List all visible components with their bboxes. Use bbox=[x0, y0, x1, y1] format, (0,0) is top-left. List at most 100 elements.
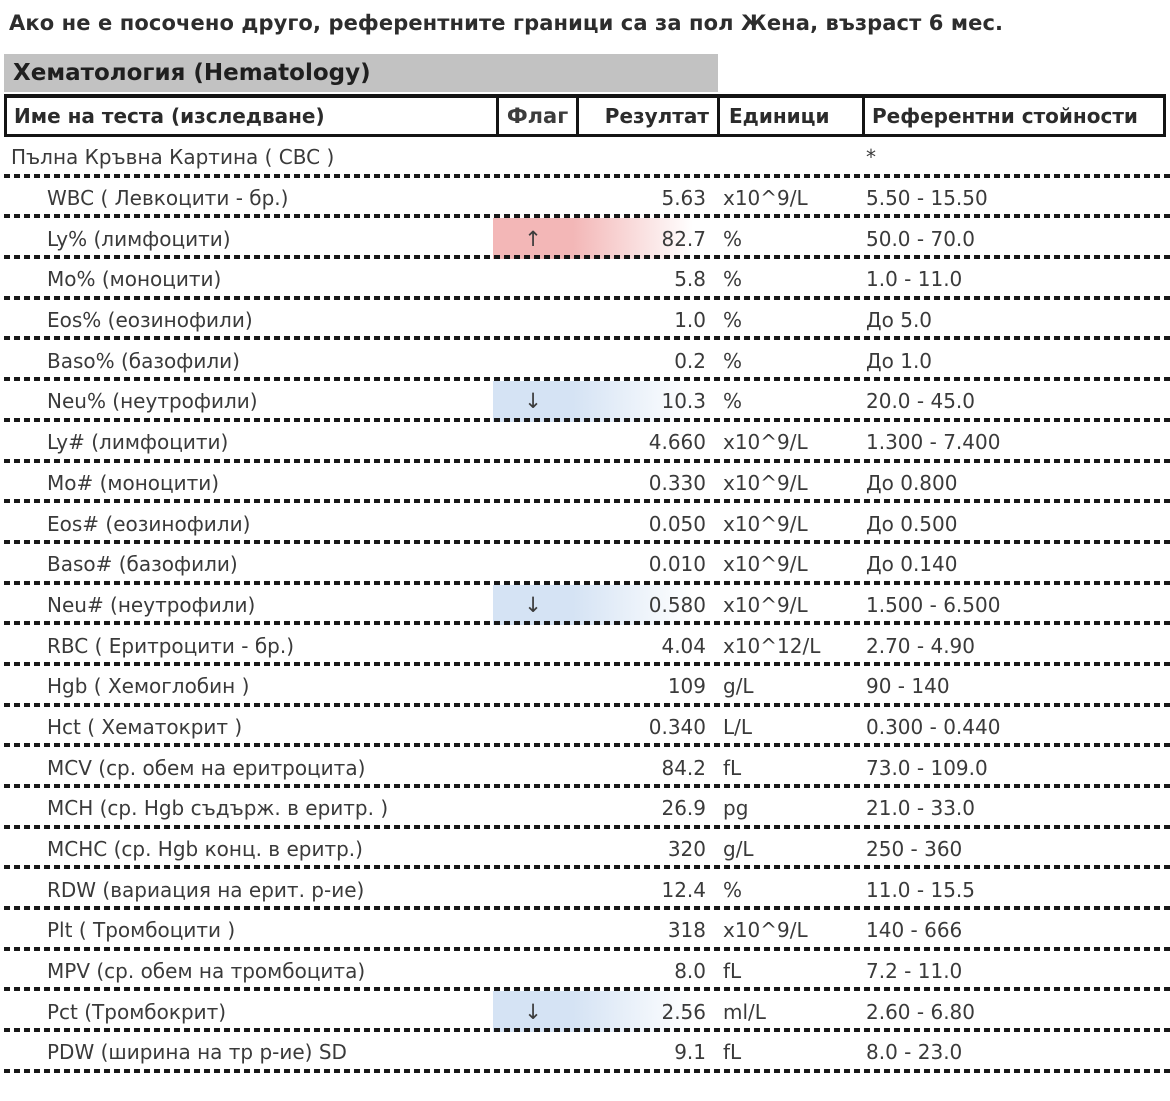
units-cell bbox=[714, 137, 859, 178]
result-cell: 0.580 bbox=[573, 584, 714, 626]
table-row: Hgb ( Хемоглобин ) 109 g/L 90 - 140 bbox=[4, 666, 1170, 707]
result-cell: 82.7 bbox=[573, 218, 714, 260]
table-body: Пълна Кръвна Картина ( CBC ) * WBC ( Лев… bbox=[4, 137, 1170, 1073]
units-cell: g/L bbox=[723, 674, 754, 699]
units-cell: L/L bbox=[723, 714, 753, 739]
table-row: Ly% (лимфоцити) ↑ 82.7 % 50.0 - 70.0 bbox=[4, 218, 1170, 260]
result-cell: 0.340 bbox=[648, 714, 706, 739]
flag-cell bbox=[493, 829, 573, 870]
result-cell: 84.2 bbox=[661, 755, 706, 780]
table-row: RDW (вариация на ерит. р-ие) 12.4 % 11.0… bbox=[4, 869, 1170, 910]
flag-cell bbox=[493, 951, 573, 992]
table-row: Baso% (базофили) 0.2 % До 1.0 bbox=[4, 340, 1170, 381]
result-cell bbox=[573, 137, 714, 178]
test-name-cell: Eos# (еозинофили) bbox=[47, 511, 251, 536]
test-name-cell: RBC ( Еритроцити - бр.) bbox=[47, 633, 295, 658]
flag-cell bbox=[493, 137, 573, 178]
table-row: Plt ( Тромбоцити ) 318 x10^9/L 140 - 666 bbox=[4, 910, 1170, 951]
result-cell: 320 bbox=[667, 837, 706, 862]
reference-cell: 20.0 - 45.0 bbox=[866, 389, 975, 414]
test-name-cell: Neu# (неутрофили) bbox=[47, 592, 256, 617]
units-cell: x10^9/L bbox=[723, 918, 808, 943]
table-row: Eos% (еозинофили) 1.0 % До 5.0 bbox=[4, 300, 1170, 341]
result-cell: 0.010 bbox=[648, 552, 706, 577]
table-row: MCV (ср. обем на еритроцита) 84.2 fL 73.… bbox=[4, 747, 1170, 788]
test-name-cell: Neu% (неутрофили) bbox=[47, 389, 258, 414]
test-name-cell: Eos% (еозинофили) bbox=[47, 308, 253, 333]
flag-cell bbox=[493, 340, 573, 381]
flag-cell bbox=[493, 503, 573, 544]
units-cell: fL bbox=[723, 959, 742, 984]
reference-cell: 8.0 - 23.0 bbox=[866, 1040, 963, 1065]
units-cell: % bbox=[723, 389, 743, 414]
units-cell: % bbox=[723, 877, 743, 902]
results-table: Име на теста (изследване) Флаг Резултат … bbox=[4, 94, 1170, 1073]
flag-cell bbox=[493, 747, 573, 788]
flag-cell bbox=[493, 422, 573, 463]
reference-cell: 1.0 - 11.0 bbox=[866, 267, 963, 292]
test-name-cell: MCH (ср. Hgb съдърж. в еритр. ) bbox=[47, 796, 389, 821]
flag-cell bbox=[493, 544, 573, 585]
units-cell: % bbox=[723, 308, 743, 333]
section-title: Хематология (Hematology) bbox=[13, 60, 371, 86]
result-cell: 4.660 bbox=[648, 430, 706, 455]
flag-cell bbox=[493, 178, 573, 219]
reference-cell: 5.50 - 15.50 bbox=[866, 186, 988, 211]
result-cell: 2.56 bbox=[573, 991, 714, 1033]
units-cell: ml/L bbox=[723, 999, 766, 1024]
table-row: RBC ( Еритроцити - бр.) 4.04 x10^12/L 2.… bbox=[4, 625, 1170, 666]
reference-cell: 2.60 - 6.80 bbox=[866, 999, 975, 1024]
flag-down-arrow-icon: ↓ bbox=[493, 584, 573, 626]
test-name-cell: Ly# (лимфоцити) bbox=[47, 430, 229, 455]
col-header-result: Резултат bbox=[576, 98, 717, 134]
test-name-cell: Hct ( Хематокрит ) bbox=[47, 714, 243, 739]
table-row: MPV (ср. обем на тромбоцита) 8.0 fL 7.2 … bbox=[4, 951, 1170, 992]
test-name-cell: Hgb ( Хемоглобин ) bbox=[47, 674, 250, 699]
flag-cell bbox=[493, 300, 573, 341]
table-row: Ly# (лимфоцити) 4.660 x10^9/L 1.300 - 7.… bbox=[4, 422, 1170, 463]
test-name-cell: Ly% (лимфоцити) bbox=[47, 226, 231, 251]
units-cell: x10^9/L bbox=[723, 511, 808, 536]
test-name-cell: WBC ( Левкоцити - бр.) bbox=[47, 186, 289, 211]
result-cell: 318 bbox=[667, 918, 706, 943]
result-cell: 0.2 bbox=[674, 348, 706, 373]
units-cell: % bbox=[723, 348, 743, 373]
table-row: Mo% (моноцити) 5.8 % 1.0 - 11.0 bbox=[4, 259, 1170, 300]
units-cell: g/L bbox=[723, 837, 754, 862]
col-header-reference: Референтни стойности bbox=[862, 98, 1169, 134]
table-row: Eos# (еозинофили) 0.050 x10^9/L До 0.500 bbox=[4, 503, 1170, 544]
reference-cell: 1.300 - 7.400 bbox=[866, 430, 1001, 455]
flag-cell bbox=[493, 625, 573, 666]
reference-cell: 50.0 - 70.0 bbox=[866, 226, 975, 251]
test-name-cell: RDW (вариация на ерит. р-ие) bbox=[47, 877, 365, 902]
flag-cell bbox=[493, 869, 573, 910]
units-cell: fL bbox=[723, 755, 742, 780]
reference-cell: 73.0 - 109.0 bbox=[866, 755, 988, 780]
units-cell: % bbox=[723, 267, 743, 292]
reference-cell: * bbox=[866, 145, 876, 170]
result-cell: 8.0 bbox=[674, 959, 706, 984]
reference-cell: 21.0 - 33.0 bbox=[866, 796, 975, 821]
reference-cell: 7.2 - 11.0 bbox=[866, 959, 963, 984]
lab-report-page: Ако не е посочено друго, референтните гр… bbox=[0, 11, 1170, 1073]
units-cell: fL bbox=[723, 1040, 742, 1065]
col-header-test-name: Име на теста (изследване) bbox=[14, 104, 325, 128]
result-cell: 9.1 bbox=[674, 1040, 706, 1065]
test-name-cell: Pct (Тромбокрит) bbox=[47, 999, 227, 1024]
flag-cell bbox=[493, 910, 573, 951]
test-name-cell: Пълна Кръвна Картина ( CBC ) bbox=[11, 145, 335, 170]
units-cell: % bbox=[723, 226, 743, 251]
section-header-bar: Хематология (Hematology) bbox=[4, 54, 718, 92]
test-name-cell: MCV (ср. обем на еритроцита) bbox=[47, 755, 366, 780]
result-cell: 5.63 bbox=[661, 186, 706, 211]
flag-up-arrow-icon: ↑ bbox=[493, 218, 573, 260]
reference-cell: До 0.500 bbox=[866, 511, 958, 536]
result-cell: 0.050 bbox=[648, 511, 706, 536]
result-cell: 12.4 bbox=[661, 877, 706, 902]
test-name-cell: Mo% (моноцити) bbox=[47, 267, 222, 292]
reference-cell: 11.0 - 15.5 bbox=[866, 877, 975, 902]
table-row: Hct ( Хематокрит ) 0.340 L/L 0.300 - 0.4… bbox=[4, 707, 1170, 748]
flag-cell bbox=[493, 788, 573, 829]
flag-down-arrow-icon: ↓ bbox=[493, 991, 573, 1033]
reference-cell: 140 - 666 bbox=[866, 918, 963, 943]
